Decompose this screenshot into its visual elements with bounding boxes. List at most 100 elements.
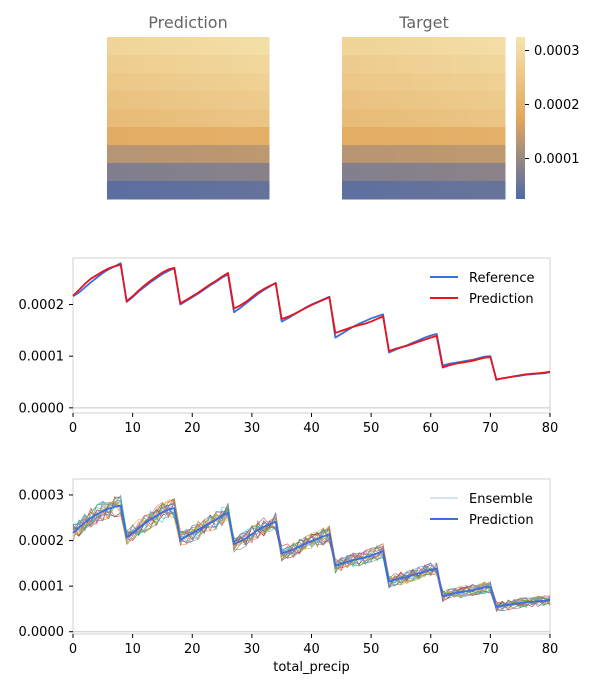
heatmap-cell	[197, 109, 216, 128]
heatmap-cell	[468, 37, 488, 56]
heatmap-cell	[107, 181, 126, 200]
heatmap-cell	[360, 145, 379, 164]
heatmap-cell	[486, 73, 506, 92]
heatmap-cell	[215, 55, 234, 74]
heatmap-cell	[251, 55, 270, 74]
heatmap-cell	[342, 127, 361, 146]
heatmap-cell	[197, 55, 216, 74]
heatmap-cell	[360, 55, 379, 74]
heatmap-cell	[378, 91, 397, 110]
prediction-line	[72, 504, 551, 608]
heatmap-cell	[215, 127, 234, 146]
heatmap-cell	[179, 109, 198, 128]
heatmap-cell	[161, 109, 180, 128]
heatmap-cell	[179, 181, 198, 200]
heatmap-cell	[251, 127, 270, 146]
heatmap-cell	[197, 127, 216, 146]
ensemble-member-line	[72, 501, 551, 610]
heatmap-cell	[468, 127, 488, 146]
legend: Ensemble Prediction	[430, 492, 534, 528]
heatmap-cell	[233, 181, 252, 200]
legend: Reference Prediction	[430, 271, 534, 307]
x-tick-label: 10	[124, 421, 141, 436]
x-tick-label: 70	[482, 642, 499, 657]
heatmap-cell	[233, 127, 252, 146]
heatmap-cell	[432, 163, 452, 182]
heatmap-cell	[233, 91, 252, 110]
heatmap-cell	[396, 127, 415, 146]
heatmap-cell	[378, 127, 397, 146]
heatmap-cell	[396, 109, 415, 128]
heatmap-cell	[179, 55, 198, 74]
heatmap-cell	[396, 91, 415, 110]
x-tick-label: 50	[363, 642, 380, 657]
legend-label: Prediction	[469, 513, 534, 528]
heatmap-cell	[251, 163, 270, 182]
heatmap-cell	[414, 55, 434, 74]
heatmap-cell	[450, 181, 470, 200]
heatmap-cell	[432, 145, 452, 164]
x-axis-label: total_precip	[273, 660, 350, 675]
heatmap-cell	[161, 127, 180, 146]
heatmap-cell	[414, 163, 434, 182]
heatmap-cell	[432, 55, 452, 74]
heatmap-cell	[215, 91, 234, 110]
heatmap-cell	[378, 37, 397, 56]
heatmap-cell	[233, 55, 252, 74]
heatmap-cell	[233, 109, 252, 128]
heatmap-cell	[468, 109, 488, 128]
x-tick-label: 40	[303, 421, 320, 436]
heatmap-cell	[143, 127, 162, 146]
heatmap-cell	[215, 181, 234, 200]
heatmap-cell	[396, 163, 415, 182]
x-tick-label: 30	[244, 421, 261, 436]
heatmap-cell	[486, 109, 506, 128]
heatmap-cell	[107, 127, 126, 146]
heatmap-cell	[360, 127, 379, 146]
heatmap-cell	[432, 109, 452, 128]
heatmap-cell	[396, 145, 415, 164]
heatmap-cell	[486, 181, 506, 200]
colorbar-tick-label: 0.0003	[534, 44, 580, 59]
heatmap-cell	[450, 55, 470, 74]
x-tick-label: 80	[542, 642, 559, 657]
colorbar-tick-label: 0.0002	[534, 98, 580, 113]
legend-label: Prediction	[469, 292, 534, 307]
heatmap-cell	[143, 109, 162, 128]
x-tick-label: 0	[69, 642, 77, 657]
heatmap-cell	[107, 163, 126, 182]
x-tick-label: 30	[244, 642, 261, 657]
heatmap-cell	[251, 109, 270, 128]
y-axis-ticks: 0.0000 0.0001 0.0002	[19, 298, 550, 416]
legend-label: Ensemble	[469, 492, 533, 507]
heatmap-cell	[233, 145, 252, 164]
heatmap-cell	[396, 181, 415, 200]
heatmap-cell	[342, 181, 361, 200]
heatmap-cell	[215, 73, 234, 92]
target-heatmap	[342, 37, 506, 200]
heatmap-cell	[342, 145, 361, 164]
heatmap-cell	[233, 73, 252, 92]
x-tick-label: 40	[303, 642, 320, 657]
y-tick-label: 0.0002	[19, 298, 65, 313]
heatmap-cell	[251, 91, 270, 110]
y-tick-label: 0.0001	[19, 580, 65, 595]
heatmap-cell	[143, 55, 162, 74]
heatmap-cell	[414, 145, 434, 164]
heatmap-cell	[197, 91, 216, 110]
y-tick-label: 0.0002	[19, 534, 65, 549]
heatmap-cell	[233, 163, 252, 182]
heatmap-cell	[486, 91, 506, 110]
heatmap-cell	[143, 73, 162, 92]
heatmap-cell	[233, 37, 252, 56]
heatmap-cell	[342, 73, 361, 92]
heatmap-cell	[161, 145, 180, 164]
x-tick-label: 80	[542, 421, 559, 436]
heatmap-cell	[143, 145, 162, 164]
heatmap-cell	[414, 37, 434, 56]
heatmap-cell	[197, 163, 216, 182]
heatmap-cell	[450, 163, 470, 182]
x-tick-label: 60	[422, 421, 439, 436]
reference-prediction-chart: 0 10 20 30 40 50 60 70 80 0.0000 0.0001 0.0002 Ref…	[19, 257, 559, 436]
